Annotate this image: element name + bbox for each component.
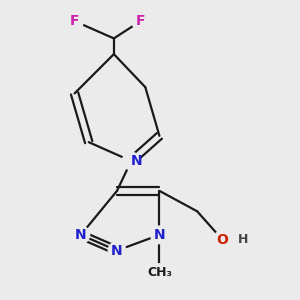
Text: N: N [75, 228, 87, 242]
Text: O: O [216, 232, 228, 247]
Text: N: N [111, 244, 123, 258]
Circle shape [108, 242, 126, 260]
Text: F: F [136, 14, 145, 28]
Text: F: F [70, 14, 79, 28]
Text: H: H [238, 233, 248, 246]
Text: CH₃: CH₃ [147, 266, 172, 279]
Circle shape [66, 12, 83, 30]
Circle shape [151, 226, 168, 244]
Text: N: N [131, 154, 143, 168]
Circle shape [214, 231, 231, 248]
Circle shape [72, 226, 90, 244]
Circle shape [122, 152, 140, 170]
Circle shape [151, 264, 168, 281]
Text: N: N [154, 228, 165, 242]
Circle shape [234, 231, 251, 248]
Circle shape [132, 12, 149, 30]
